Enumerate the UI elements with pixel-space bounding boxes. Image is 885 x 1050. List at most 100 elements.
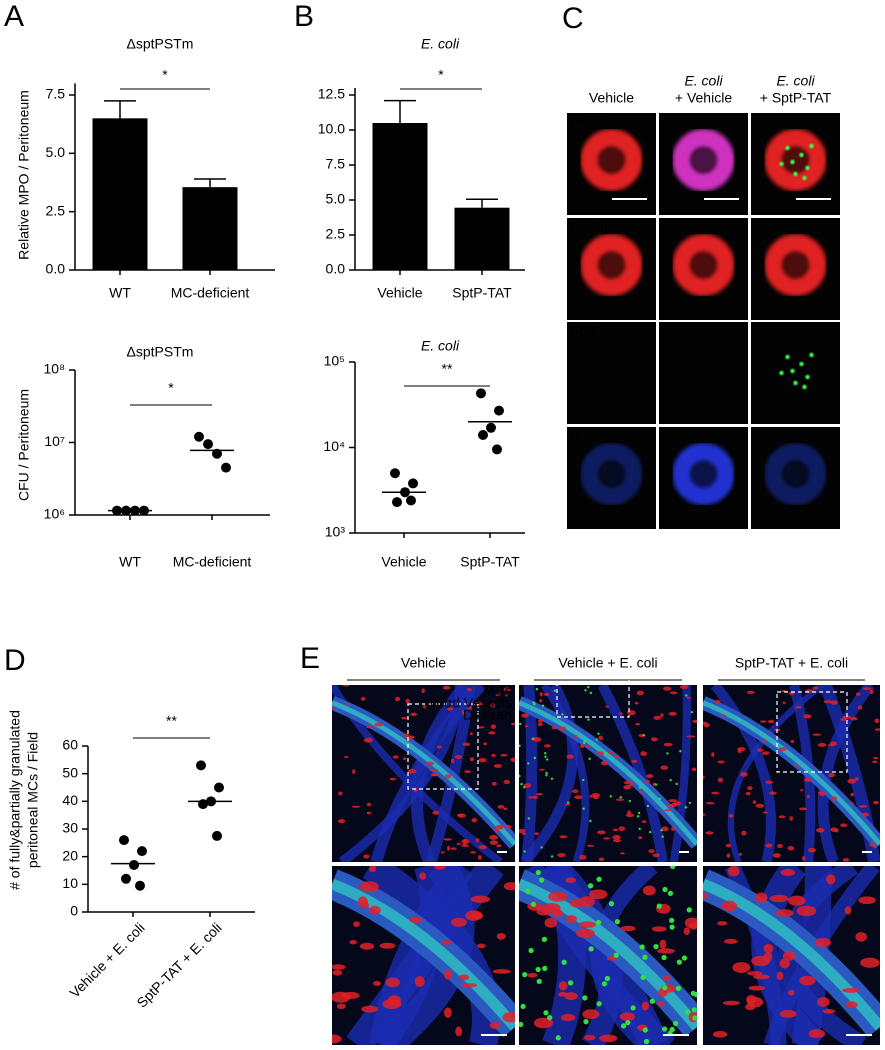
mast-cell (489, 840, 499, 845)
mast-cell (566, 754, 574, 759)
mast-cell (777, 843, 783, 849)
dextran-spot (597, 732, 600, 735)
green-spot (785, 145, 790, 151)
dextran-spot (519, 744, 521, 747)
mast-cell (430, 773, 439, 777)
y-tick-label: 0.0 (46, 261, 66, 277)
dextran-spot (681, 955, 688, 961)
dextran-spot (530, 901, 537, 907)
mast-cell (445, 774, 452, 779)
mast-cell (489, 1021, 501, 1029)
mast-cell (379, 942, 396, 949)
mast-cell (443, 838, 452, 841)
mast-cell (537, 719, 544, 723)
dextran-spot (684, 806, 688, 809)
dextran-spot (588, 946, 594, 952)
mast-cell (818, 791, 823, 795)
mast-cell (488, 731, 496, 735)
dextran-spot (519, 774, 521, 778)
row-label: SptP (570, 323, 600, 339)
mast-cell (670, 827, 676, 831)
vessel-dextran (519, 878, 697, 1031)
dextran-spot (583, 1019, 589, 1025)
mast-cell (469, 757, 475, 762)
mast-cell (724, 938, 738, 944)
green-spot (799, 152, 804, 158)
y-tick-label: 10⁴ (323, 438, 345, 454)
dextran-spot (533, 756, 537, 760)
dextran-spot (539, 877, 545, 883)
y-tick-label: 50 (62, 764, 78, 780)
data-point (119, 835, 129, 846)
chart-title: E. coli (421, 338, 460, 354)
mast-cell (635, 722, 640, 726)
mast-cell (385, 977, 400, 988)
dextran-spot (613, 952, 619, 958)
x-tick-label: Vehicle + E. coli (66, 919, 147, 1000)
mast-cell (359, 942, 375, 950)
mast-cell (342, 991, 360, 1000)
mast-cell (504, 824, 512, 829)
dextran-spot (642, 954, 648, 960)
dextran-spot (542, 965, 548, 972)
y-tick-label: 5.0 (46, 144, 66, 160)
dextran-spot (545, 774, 548, 777)
mast-cell (403, 733, 409, 737)
mast-cell (858, 896, 876, 905)
data-point (194, 431, 204, 442)
mast-cell (799, 807, 808, 811)
green-spot (805, 165, 810, 171)
mast-cell (598, 857, 605, 862)
y-tick-label: 40 (62, 792, 78, 808)
mast-cell (669, 691, 678, 695)
column-header: SptP-TAT + E. coli (735, 655, 848, 671)
green-spot (793, 171, 798, 177)
dextran-spot (642, 733, 645, 737)
mast-cell (804, 777, 812, 783)
mast-cell (368, 905, 381, 915)
mast-cell (645, 779, 650, 784)
green-spot (809, 143, 814, 149)
mast-cell (650, 737, 658, 742)
mast-cell (703, 722, 710, 728)
dextran-spot (561, 959, 567, 965)
dextran-spot (584, 689, 587, 692)
cell-ring (672, 129, 735, 191)
mast-cell (536, 907, 552, 916)
bar (372, 123, 428, 270)
vessel (520, 685, 578, 862)
mast-cell (492, 969, 511, 974)
dextran-spot (589, 819, 592, 823)
dextran-spot (587, 718, 590, 721)
data-point (494, 405, 504, 416)
mast-cell (586, 844, 595, 847)
dextran-spot (609, 795, 612, 798)
mast-cell (765, 780, 774, 785)
mast-cell (434, 866, 446, 870)
mast-cell (830, 700, 838, 705)
mast-cell (619, 1012, 636, 1022)
mast-cell (691, 767, 697, 772)
mast-cell (537, 722, 543, 727)
micrograph (332, 685, 515, 862)
mast-cell (666, 803, 673, 807)
dextran-spot (661, 954, 667, 961)
mast-cell (858, 805, 868, 808)
mast-cell (755, 803, 765, 808)
mast-cell (456, 842, 461, 846)
mast-cell (812, 686, 819, 690)
mast-cell (366, 802, 372, 807)
dextran-spot (619, 796, 622, 799)
bar (92, 118, 148, 270)
mast-cell (471, 817, 478, 823)
mast-cell (659, 939, 667, 950)
dextran-spot (693, 991, 697, 998)
legend-label: MCs (483, 683, 512, 699)
cell-center (783, 253, 808, 277)
mast-cell (490, 724, 497, 729)
mast-cell (638, 836, 643, 840)
mast-cell (527, 973, 538, 978)
mast-cell (663, 742, 673, 747)
mast-cell (712, 1030, 728, 1038)
significance-label: * (438, 67, 444, 83)
